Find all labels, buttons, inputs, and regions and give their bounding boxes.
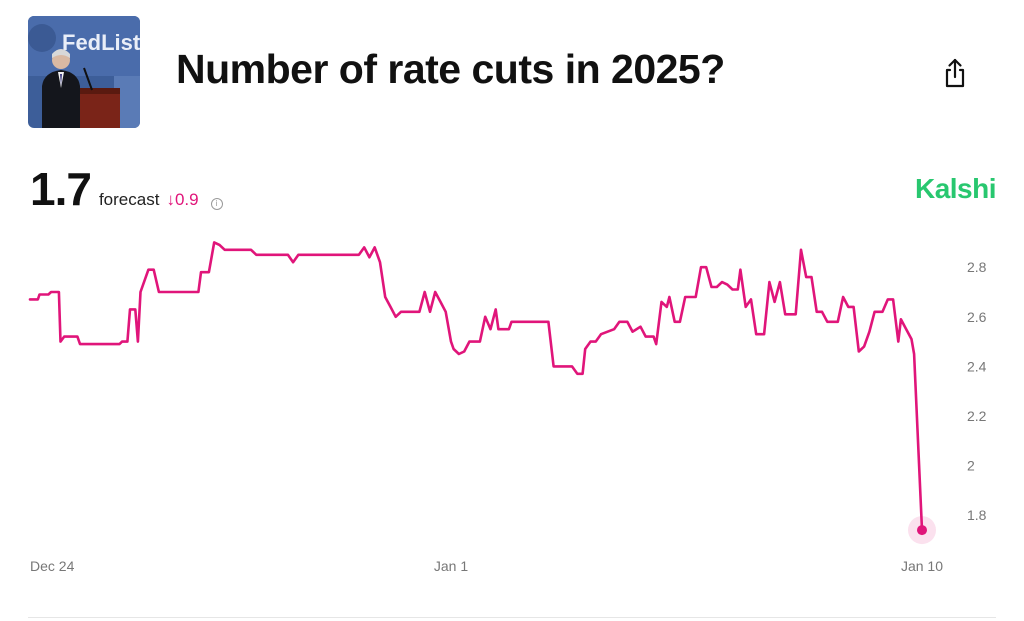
series-line-0 <box>28 241 924 532</box>
market-thumbnail: FedListen <box>28 16 140 128</box>
forecast-value: 1.7 <box>30 163 92 215</box>
forecast-summary: 1.7 forecast ↓0.9 i <box>30 162 223 215</box>
x-tick-label-1: Jan 1 <box>434 558 468 574</box>
y-tick-label-5: 1.8 <box>967 507 987 523</box>
kalshi-logo[interactable]: Kalshi <box>914 173 997 204</box>
section-divider <box>28 617 996 618</box>
thumbnail-logo-text: FedListen <box>62 30 140 55</box>
y-tick-label-1: 2.6 <box>967 309 987 325</box>
fed-chair-photo: FedListen <box>28 16 140 128</box>
y-tick-label-3: 2.2 <box>967 408 987 424</box>
forecast-change: ↓0.9 <box>166 190 199 209</box>
share-icon <box>945 58 965 88</box>
x-tick-label-0: Dec 24 <box>30 558 75 574</box>
x-tick-label-2: Jan 10 <box>901 558 943 574</box>
y-tick-label-2: 2.4 <box>967 358 987 374</box>
forecast-label: forecast <box>98 190 160 209</box>
page-title: Number of rate cuts in 2025? <box>176 46 725 92</box>
y-tick-label-4: 2 <box>967 458 975 474</box>
share-button[interactable] <box>940 56 970 90</box>
forecast-line-chart: 2.8 2.6 2.4 2.2 2 1.8 Dec 24 Jan 1 Jan 10 <box>28 241 987 574</box>
y-tick-label-0: 2.8 <box>967 259 987 275</box>
info-icon[interactable]: i <box>210 198 223 210</box>
current-point-marker <box>917 525 927 536</box>
